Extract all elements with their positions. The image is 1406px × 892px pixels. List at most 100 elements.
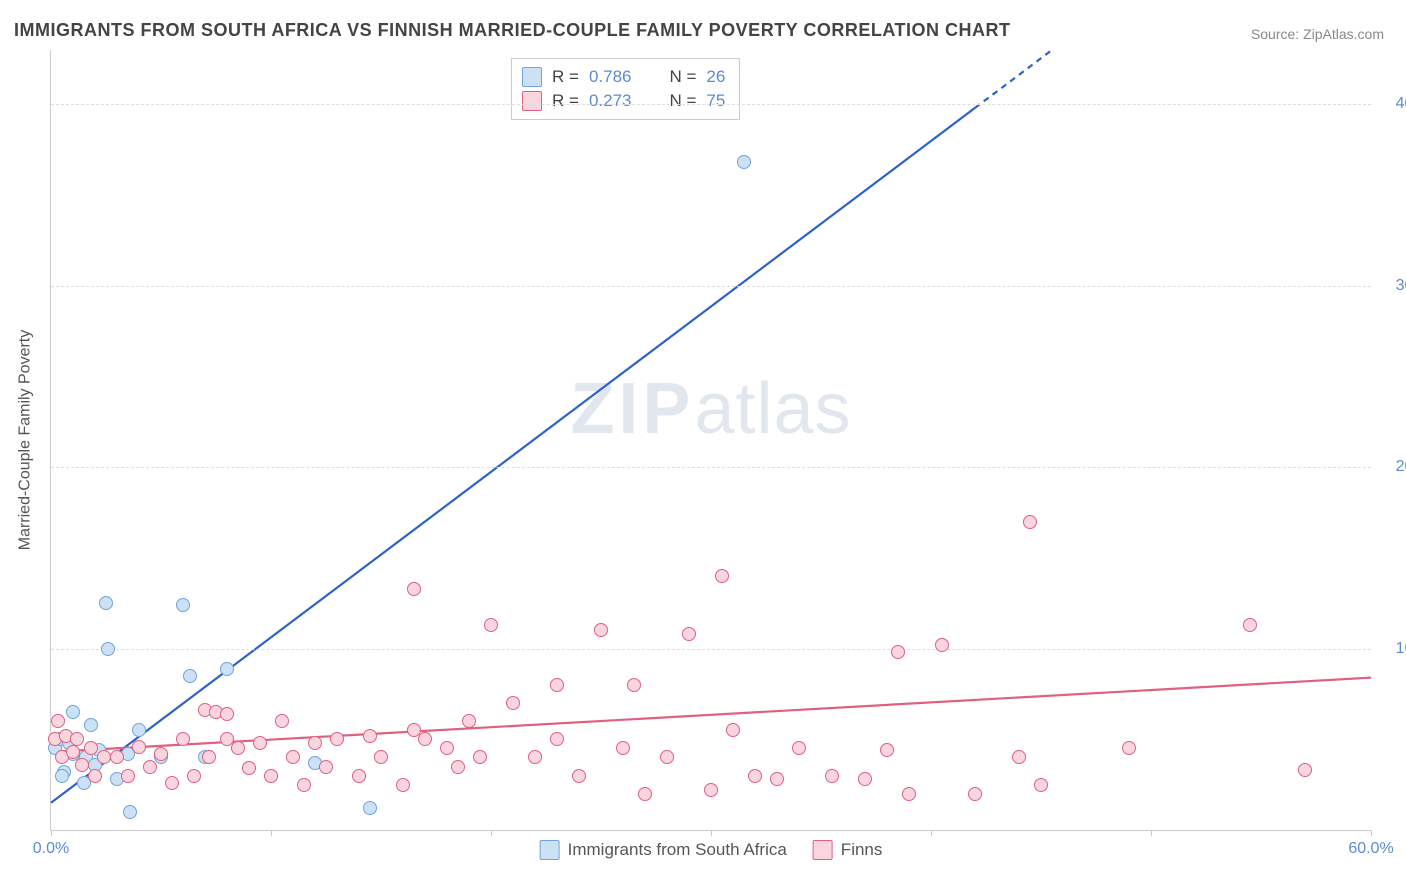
data-point-sa bbox=[132, 723, 146, 737]
legend-swatch bbox=[540, 840, 560, 860]
legend-swatch bbox=[522, 67, 542, 87]
data-point-fi bbox=[418, 732, 432, 746]
data-point-fi bbox=[176, 732, 190, 746]
data-point-fi bbox=[51, 714, 65, 728]
data-point-fi bbox=[275, 714, 289, 728]
data-point-fi bbox=[1012, 750, 1026, 764]
data-point-fi bbox=[231, 741, 245, 755]
data-point-fi bbox=[84, 741, 98, 755]
data-point-fi bbox=[187, 769, 201, 783]
source-label: Source: ZipAtlas.com bbox=[1251, 26, 1384, 42]
data-point-fi bbox=[286, 750, 300, 764]
data-point-fi bbox=[319, 760, 333, 774]
data-point-fi bbox=[528, 750, 542, 764]
data-point-fi bbox=[968, 787, 982, 801]
data-point-fi bbox=[880, 743, 894, 757]
legend-item: Immigrants from South Africa bbox=[540, 840, 787, 860]
stats-row: R =0.786N =26 bbox=[522, 65, 725, 89]
data-point-fi bbox=[770, 772, 784, 786]
gridline bbox=[51, 467, 1371, 468]
data-point-fi bbox=[451, 760, 465, 774]
chart-title: IMMIGRANTS FROM SOUTH AFRICA VS FINNISH … bbox=[14, 20, 1011, 41]
legend-label: Finns bbox=[841, 840, 883, 860]
x-tick bbox=[491, 830, 492, 836]
data-point-fi bbox=[374, 750, 388, 764]
data-point-fi bbox=[242, 761, 256, 775]
data-point-fi bbox=[264, 769, 278, 783]
data-point-fi bbox=[308, 736, 322, 750]
x-tick bbox=[271, 830, 272, 836]
data-point-fi bbox=[154, 747, 168, 761]
x-tick bbox=[1151, 830, 1152, 836]
data-point-fi bbox=[1122, 741, 1136, 755]
data-point-sa bbox=[99, 596, 113, 610]
data-point-fi bbox=[902, 787, 916, 801]
series-legend: Immigrants from South Africa Finns bbox=[540, 840, 883, 860]
legend-swatch bbox=[522, 91, 542, 111]
data-point-fi bbox=[440, 741, 454, 755]
data-point-fi bbox=[75, 758, 89, 772]
y-tick-label: 40.0% bbox=[1381, 95, 1406, 113]
data-point-fi bbox=[97, 750, 111, 764]
data-point-sa bbox=[123, 805, 137, 819]
trend-lines bbox=[51, 50, 1371, 830]
data-point-sa bbox=[101, 642, 115, 656]
data-point-sa bbox=[737, 155, 751, 169]
legend-swatch bbox=[813, 840, 833, 860]
data-point-fi bbox=[396, 778, 410, 792]
stats-row: R =0.273N =75 bbox=[522, 89, 725, 113]
watermark: ZIPatlas bbox=[570, 368, 851, 450]
data-point-fi bbox=[935, 638, 949, 652]
data-point-sa bbox=[176, 598, 190, 612]
data-point-fi bbox=[1023, 515, 1037, 529]
data-point-fi bbox=[638, 787, 652, 801]
data-point-fi bbox=[858, 772, 872, 786]
data-point-fi bbox=[715, 569, 729, 583]
data-point-fi bbox=[165, 776, 179, 790]
x-tick-label: 0.0% bbox=[33, 840, 69, 858]
data-point-fi bbox=[572, 769, 586, 783]
data-point-fi bbox=[407, 582, 421, 596]
data-point-fi bbox=[202, 750, 216, 764]
data-point-fi bbox=[726, 723, 740, 737]
data-point-fi bbox=[550, 732, 564, 746]
data-point-sa bbox=[220, 662, 234, 676]
data-point-fi bbox=[627, 678, 641, 692]
data-point-sa bbox=[66, 705, 80, 719]
data-point-fi bbox=[121, 769, 135, 783]
data-point-sa bbox=[183, 669, 197, 683]
y-tick-label: 30.0% bbox=[1381, 277, 1406, 295]
data-point-fi bbox=[506, 696, 520, 710]
data-point-fi bbox=[462, 714, 476, 728]
gridline bbox=[51, 104, 1371, 105]
data-point-fi bbox=[88, 769, 102, 783]
data-point-fi bbox=[143, 760, 157, 774]
data-point-fi bbox=[330, 732, 344, 746]
y-axis-label: Married-Couple Family Poverty bbox=[16, 330, 34, 551]
data-point-fi bbox=[473, 750, 487, 764]
data-point-fi bbox=[748, 769, 762, 783]
x-tick bbox=[931, 830, 932, 836]
data-point-fi bbox=[891, 645, 905, 659]
data-point-fi bbox=[594, 623, 608, 637]
data-point-fi bbox=[792, 741, 806, 755]
y-tick-label: 20.0% bbox=[1381, 458, 1406, 476]
data-point-fi bbox=[1034, 778, 1048, 792]
data-point-fi bbox=[1243, 618, 1257, 632]
data-point-sa bbox=[84, 718, 98, 732]
data-point-fi bbox=[220, 707, 234, 721]
chart-area: ZIPatlas R =0.786N =26R =0.273N =75 Immi… bbox=[50, 50, 1371, 831]
y-tick-label: 10.0% bbox=[1381, 640, 1406, 658]
data-point-fi bbox=[110, 750, 124, 764]
data-point-fi bbox=[66, 745, 80, 759]
x-tick bbox=[1371, 830, 1372, 836]
gridline bbox=[51, 649, 1371, 650]
data-point-fi bbox=[253, 736, 267, 750]
data-point-fi bbox=[550, 678, 564, 692]
stats-legend: R =0.786N =26R =0.273N =75 bbox=[511, 58, 740, 120]
gridline bbox=[51, 286, 1371, 287]
data-point-fi bbox=[70, 732, 84, 746]
data-point-fi bbox=[297, 778, 311, 792]
legend-label: Immigrants from South Africa bbox=[568, 840, 787, 860]
x-tick bbox=[711, 830, 712, 836]
